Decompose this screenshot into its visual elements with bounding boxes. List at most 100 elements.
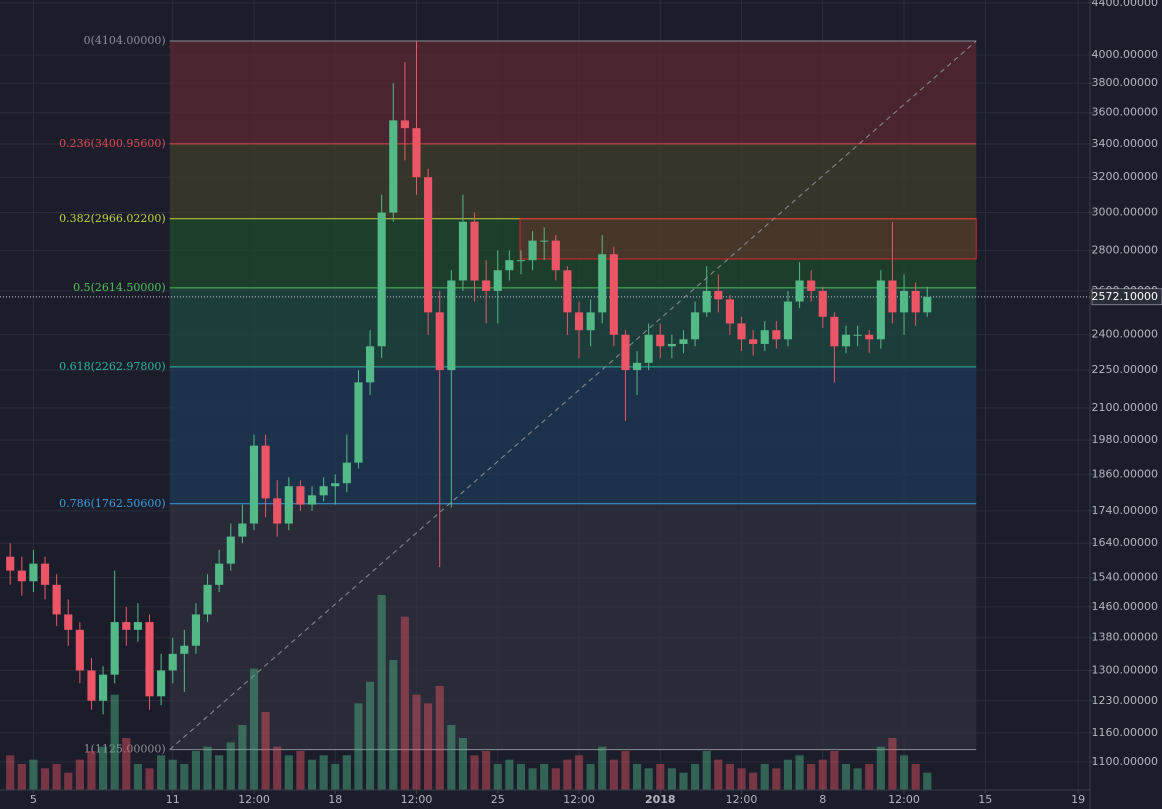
y-tick-label: 1380.00000 (1092, 631, 1158, 644)
volume-bar (551, 768, 560, 790)
candle-body (122, 622, 131, 630)
volume-bar (342, 755, 351, 790)
candle-body (29, 563, 38, 582)
volume-bar (296, 751, 305, 790)
candle-body (191, 614, 201, 646)
volume-bar (29, 759, 38, 790)
volume-bar (122, 738, 131, 790)
candle-body (238, 523, 247, 537)
candle-body (749, 339, 758, 344)
volume-bar (621, 751, 630, 790)
candle-body (702, 290, 711, 313)
candle-body (424, 177, 433, 313)
volume-bar (795, 755, 804, 790)
y-tick-label: 3200.00000 (1092, 170, 1158, 183)
candle-body (319, 486, 328, 496)
candle-body (412, 128, 421, 178)
y-tick-label: 4400.00000 (1092, 0, 1158, 9)
candle-body (215, 563, 224, 585)
volume-bar (110, 694, 119, 790)
candle-body (505, 260, 514, 271)
volume-bar (528, 768, 537, 790)
volume-bar (540, 764, 549, 790)
volume-bar (574, 755, 584, 790)
volume-bar (307, 759, 317, 790)
volume-bar (760, 764, 769, 790)
candle-body (180, 645, 189, 654)
candle-body (783, 301, 793, 340)
y-tick-label: 2400.00000 (1092, 328, 1158, 341)
last-price-label: 2572.10000 (1092, 290, 1158, 303)
candle-body (632, 362, 642, 371)
volume-bar (249, 668, 259, 790)
volume-bar (226, 742, 235, 790)
volume-bar (737, 768, 746, 790)
volume-bar (783, 759, 793, 790)
candle-body (447, 280, 456, 371)
volume-bar (632, 764, 642, 790)
candle-body (551, 240, 560, 271)
candle-body (667, 343, 676, 347)
fib-zone (169, 366, 977, 504)
volume-bar (99, 746, 108, 790)
candle-body (296, 486, 305, 505)
y-tick-label: 3400.00000 (1092, 137, 1158, 150)
volume-bar (17, 764, 26, 790)
last-price-tag (1091, 288, 1162, 306)
fib-level-label: 0.5(2614.50000) (73, 281, 166, 294)
volume-bar (644, 768, 653, 790)
candle-body (354, 382, 363, 463)
x-tick-label: 12:00 (888, 793, 920, 806)
volume-bar (899, 755, 909, 790)
y-tick-label: 1860.00000 (1092, 467, 1158, 480)
candle-body (644, 334, 653, 363)
fib-zone (169, 503, 977, 750)
fib-zone (169, 218, 977, 288)
x-tick-label: 2018 (645, 793, 676, 806)
candle-body (133, 622, 142, 630)
y-tick-label: 1740.00000 (1092, 504, 1158, 517)
candle-body (17, 570, 26, 582)
candle-body (470, 221, 479, 281)
x-tick-label: 12:00 (726, 793, 758, 806)
candles (6, 40, 932, 715)
volume-bar (807, 764, 816, 790)
candle-body (888, 280, 897, 313)
volume-bar (656, 764, 665, 790)
volume-bar (702, 751, 711, 790)
candle-body (482, 280, 491, 291)
volume-bar (6, 755, 15, 790)
volume-bar (377, 595, 386, 790)
candle-body (598, 254, 607, 313)
candle-body (273, 498, 282, 524)
candle-body (400, 120, 409, 129)
volume-bar (586, 764, 595, 790)
candle-body (609, 254, 618, 335)
volume-bar (203, 746, 212, 790)
candle-body (99, 674, 108, 701)
volume-bar (354, 703, 363, 790)
volume-pane (6, 595, 932, 790)
candle-body (331, 483, 340, 487)
volume-bar (493, 764, 502, 790)
volume-bar (598, 746, 607, 790)
candle-body (75, 629, 84, 671)
volume-bar (435, 686, 444, 790)
volume-bar (40, 768, 50, 790)
fib-level-label: 0.382(2966.02200) (59, 212, 166, 225)
candle-body (226, 536, 235, 564)
volume-bar (470, 755, 479, 790)
y-tick-label: 3800.00000 (1092, 76, 1158, 89)
volume-bar (168, 759, 177, 790)
volume-bar (923, 772, 932, 790)
candle-body (737, 323, 746, 340)
volume-bar (911, 764, 920, 790)
volume-bar (876, 746, 885, 790)
candle-body (528, 240, 537, 261)
candle-body (493, 270, 502, 291)
candle-body (621, 334, 630, 371)
y-tick-label: 2100.00000 (1092, 401, 1158, 414)
y-tick-label: 1160.00000 (1092, 726, 1158, 739)
candle-body (157, 670, 166, 697)
